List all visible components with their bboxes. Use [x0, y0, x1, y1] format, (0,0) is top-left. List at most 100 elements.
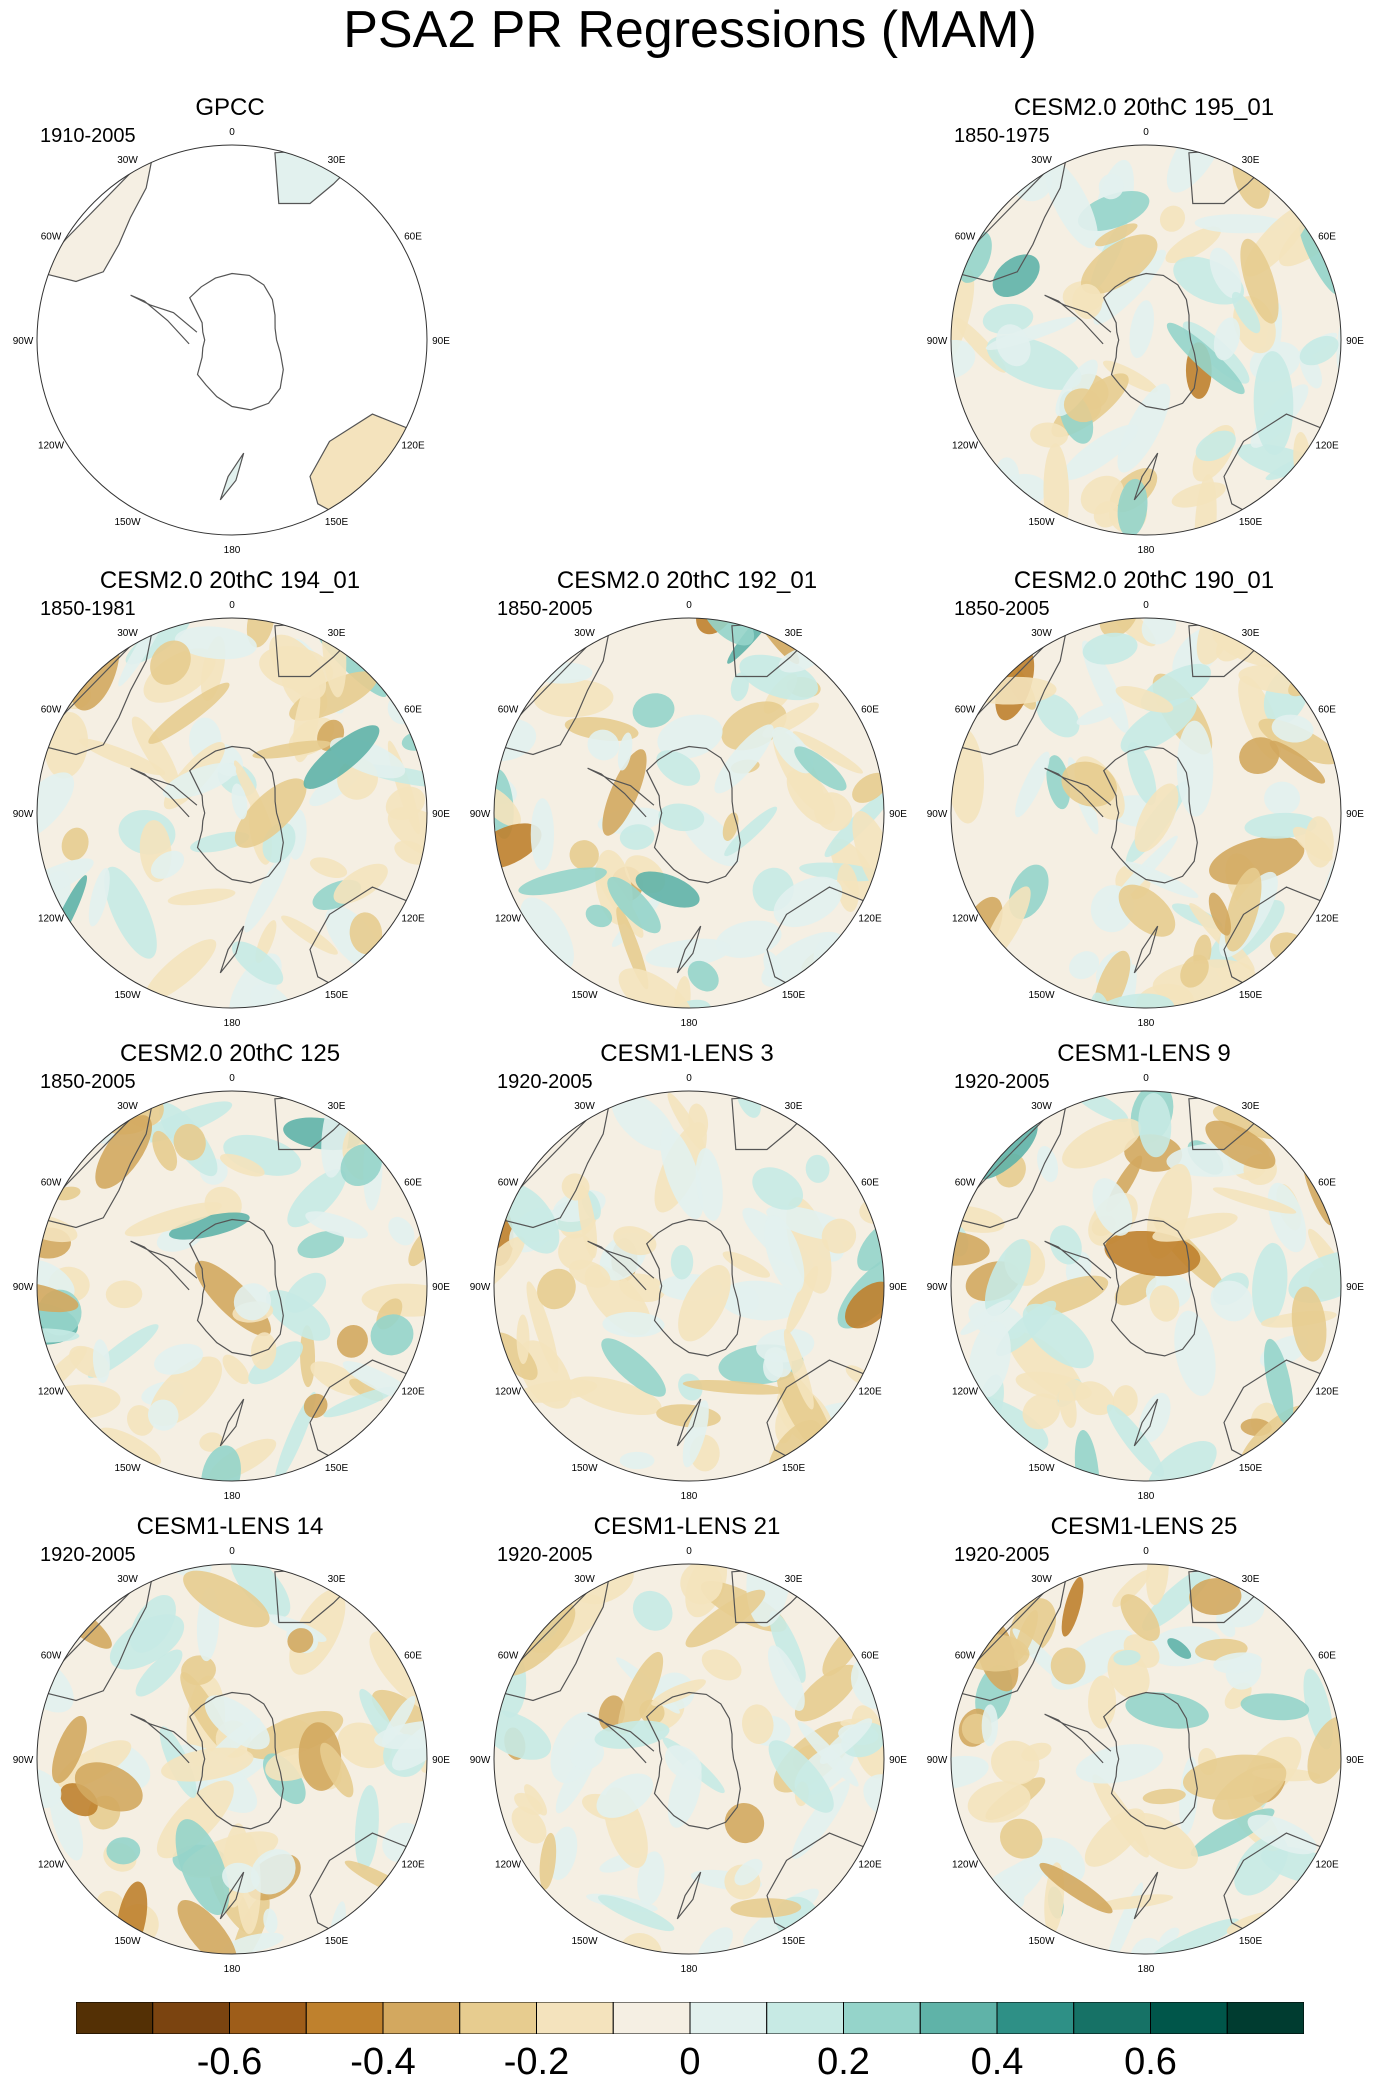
longitude-label: 150E: [782, 1936, 806, 1947]
contour-patch: [74, 1762, 143, 1812]
contour-patch: [320, 1742, 354, 1798]
contour-patch: [1195, 430, 1236, 462]
contour-patch: [1291, 1286, 1327, 1362]
contour-patch: [1159, 205, 1186, 232]
contour-patch: [819, 1718, 873, 1765]
colorbar: [76, 2002, 1304, 2034]
panel-period: 1850-2005: [40, 1071, 136, 1093]
longitude-label: 90W: [470, 1282, 491, 1293]
contour-patch: [340, 1144, 382, 1186]
longitude-label: 120W: [495, 1860, 522, 1871]
contour-patch: [951, 268, 975, 368]
contour-patch: [1062, 1118, 1142, 1169]
coastline: [219, 1398, 245, 1447]
contour-patch: [656, 750, 701, 786]
coastline: [1044, 1713, 1112, 1764]
longitude-label: 180: [1138, 1964, 1155, 1975]
longitude-label: 60W: [498, 705, 519, 716]
longitude-label: 60E: [1318, 232, 1336, 243]
longitude-label: 0: [1143, 1546, 1149, 1557]
colorbar-swatch: [459, 2002, 537, 2034]
contour-patch: [1081, 234, 1158, 295]
contour-patch: [1015, 1371, 1092, 1401]
colorbar-tick-label: -0.2: [503, 2041, 570, 2083]
colorbar-swatch: [305, 2002, 384, 2034]
contour-patch: [144, 939, 217, 1002]
contour-patch: [619, 824, 655, 850]
contour-patch: [616, 906, 649, 990]
longitude-label: 120W: [952, 914, 979, 925]
contour-patch: [127, 1405, 155, 1436]
contour-patch: [680, 1564, 723, 1605]
coastline: [676, 1398, 702, 1447]
longitude-label: 90W: [470, 1755, 491, 1766]
contour-patch: [52, 1715, 87, 1784]
contour-patch: [1114, 1272, 1157, 1306]
longitude-label: 90E: [432, 1282, 450, 1293]
contour-patch: [1120, 697, 1197, 754]
contour-patch: [174, 626, 257, 660]
contour-patch: [637, 1851, 665, 1906]
longitude-label: 60E: [861, 705, 879, 716]
contour-patch: [597, 1895, 675, 1932]
contour-patch: [516, 1314, 530, 1365]
contour-patch: [783, 1329, 814, 1410]
coastline: [1133, 1398, 1159, 1447]
longitude-label: 120W: [952, 1860, 979, 1871]
contour-patch: [37, 1280, 79, 1313]
contour-patch: [617, 732, 633, 771]
longitude-label: 90W: [927, 1282, 948, 1293]
contour-patch: [695, 1148, 723, 1221]
contour-patch: [199, 1432, 224, 1452]
contour-patch: [1180, 954, 1209, 988]
contour-patch: [387, 807, 427, 861]
longitude-label: 30E: [1242, 1574, 1260, 1585]
longitude-label: 90E: [889, 1282, 907, 1293]
longitude-label: 60W: [41, 1651, 62, 1662]
contour-patch: [1209, 247, 1242, 299]
contour-patch: [269, 634, 327, 699]
colorbar-swatch: [229, 2002, 307, 2034]
contour-patch: [1030, 422, 1069, 448]
contour-patch: [764, 1215, 805, 1294]
longitude-label: 150E: [325, 990, 349, 1001]
longitude-label: 150E: [1239, 1463, 1263, 1474]
contour-patch: [761, 931, 843, 988]
coastline: [951, 147, 1069, 283]
coastline: [130, 1240, 198, 1291]
contour-patch: [1299, 335, 1339, 366]
contour-patch: [501, 1184, 560, 1254]
contour-patch: [1061, 1576, 1084, 1637]
contour-patch: [300, 1325, 316, 1388]
longitude-label: 90W: [13, 1755, 34, 1766]
contour-patch: [794, 1664, 859, 1722]
contour-patch: [719, 1280, 802, 1321]
longitude-label: 60E: [404, 705, 422, 716]
contour-patch: [836, 863, 859, 913]
colorbar-swatch: [612, 2002, 691, 2034]
contour-patch: [177, 1900, 237, 1954]
polar-map: 0 30E 60E 90E 120E 150E 180 150W 120W 90W 60W 30W: [13, 127, 450, 556]
longitude-label: 180: [224, 545, 241, 556]
coastline: [645, 1218, 741, 1357]
contour-patch: [173, 1123, 206, 1161]
contour-patch: [607, 876, 661, 934]
longitude-label: 180: [1138, 1018, 1155, 1029]
coastline: [951, 620, 1069, 756]
longitude-label: 0: [229, 1546, 235, 1557]
contour-patch: [518, 867, 607, 896]
contour-patch: [960, 1299, 1011, 1335]
longitude-label: 60E: [1318, 1651, 1336, 1662]
longitude-label: 0: [686, 1073, 692, 1084]
contour-patch: [223, 1932, 284, 1954]
contour-patch: [287, 1628, 314, 1653]
map-panel: CESM2.0 20thC 190_01 0 30E 60E 90E 120E 150E 18…: [924, 567, 1364, 1037]
longitude-label: 30W: [1031, 628, 1052, 639]
contour-patch: [1046, 755, 1071, 810]
colorbar-swatch: [76, 2002, 154, 2034]
polar-map: 0 30E 60E 90E 120E 150E 180 150W 120W 90W 60W 30W: [13, 1073, 450, 1502]
longitude-label: 150E: [325, 517, 349, 528]
contour-patch: [1058, 1384, 1077, 1428]
panel-period: 1850-2005: [954, 598, 1050, 620]
contour-patch: [385, 786, 425, 820]
